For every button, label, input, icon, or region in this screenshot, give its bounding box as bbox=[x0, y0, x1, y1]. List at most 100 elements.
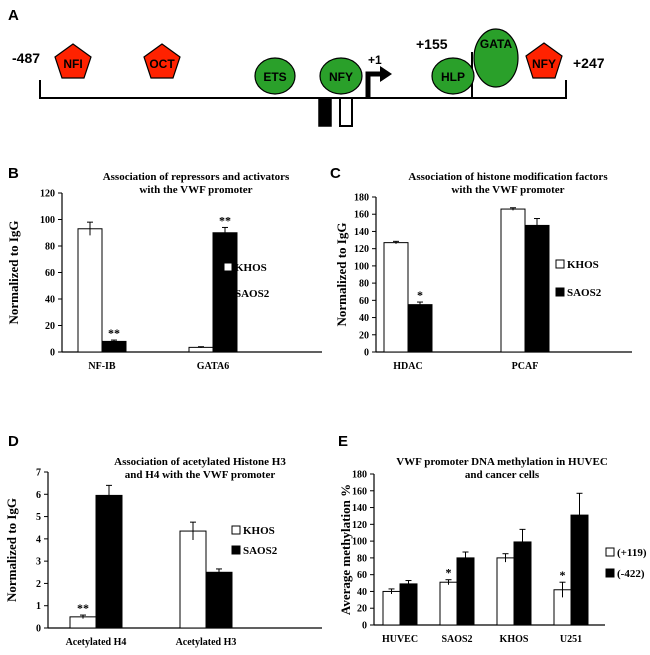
chart-c-y-tick-label: 0 bbox=[364, 348, 369, 359]
chart-d-y-tick-label: 6 bbox=[36, 490, 41, 501]
chart-e-legend-swatch bbox=[605, 568, 615, 578]
chart-d-y-tick-label: 5 bbox=[36, 512, 41, 523]
chart-b-y-tick-label: 20 bbox=[45, 321, 55, 332]
chart-b-title-line: Association of repressors and activators bbox=[103, 171, 290, 183]
chart-e-bar-119 bbox=[496, 557, 515, 626]
element-nfy-repressor: NFY bbox=[525, 42, 563, 79]
chart-c-title-line: Association of histone modification fact… bbox=[408, 171, 608, 183]
chart-e-y-tick-label: 0 bbox=[362, 621, 367, 632]
chart-panel-e: VWF promoter DNA methylation in HUVECand… bbox=[338, 456, 647, 645]
chart-d-y-tick-label: 7 bbox=[36, 468, 41, 479]
chart-e-title-line: and cancer cells bbox=[465, 469, 540, 481]
panel-e-letter: E bbox=[338, 433, 348, 450]
chart-d-y-tick-label: 0 bbox=[36, 624, 41, 635]
chart-d-category-label: Acetylated H4 bbox=[66, 637, 127, 648]
chart-c-title-line: with the VWF promoter bbox=[451, 184, 564, 196]
chart-b-significance-mark: ** bbox=[219, 213, 231, 227]
chart-e-y-tick-label: 40 bbox=[357, 587, 367, 598]
chart-e-category-label: KHOS bbox=[500, 634, 529, 645]
chart-b-legend-label: KHOS bbox=[235, 262, 267, 274]
element-ets: ETS bbox=[254, 57, 296, 95]
chart-e-legend-swatch bbox=[605, 547, 615, 557]
hlp-ellipse-shape bbox=[431, 57, 475, 95]
chart-c-bar-khos bbox=[383, 242, 409, 353]
tss-arrow-stem bbox=[365, 71, 380, 98]
chart-d-y-tick-label: 4 bbox=[36, 534, 41, 545]
chart-c-bar-saos2 bbox=[407, 304, 433, 353]
chart-c-y-tick-label: 120 bbox=[354, 244, 369, 255]
chart-c-legend-swatch bbox=[555, 287, 565, 297]
chart-c-y-tick-label: 160 bbox=[354, 210, 369, 221]
cpg-box-open bbox=[339, 97, 353, 127]
ets-ellipse-shape bbox=[254, 57, 296, 95]
nfi-label: NFI bbox=[63, 57, 82, 71]
chart-c-bar-khos bbox=[500, 208, 526, 353]
chart-d-legend-swatch bbox=[231, 525, 241, 535]
gata-label: GATA bbox=[480, 37, 513, 51]
chart-c-category-label: HDAC bbox=[393, 361, 422, 372]
chart-c-y-tick-label: 100 bbox=[354, 261, 369, 272]
chart-c-y-tick-label: 40 bbox=[359, 313, 369, 324]
nfi-pentagon-shape bbox=[54, 43, 92, 79]
gata-ellipse-shape bbox=[473, 28, 519, 88]
element-gata: GATA bbox=[473, 28, 519, 88]
chart-c-y-tick-label: 140 bbox=[354, 227, 369, 238]
chart-e-y-axis-label: Average methylation % bbox=[338, 484, 353, 615]
chart-c-category-label: PCAF bbox=[512, 361, 539, 372]
chart-d-bar-saos2 bbox=[95, 494, 123, 629]
nfy-ellipse-shape bbox=[319, 57, 363, 95]
chart-d-legend-swatch bbox=[231, 545, 241, 555]
chart-d-legend-label: KHOS bbox=[243, 525, 275, 537]
chart-e-y-tick-label: 140 bbox=[352, 503, 367, 514]
tss-arrow-head bbox=[380, 66, 392, 82]
chart-c-legend-label: KHOS bbox=[567, 259, 599, 271]
left-coordinate: -487 bbox=[12, 50, 40, 66]
chart-d-y-axis-label: Normalized to IgG bbox=[4, 498, 19, 602]
chart-panel-d: Association of acetylated Histone H3and … bbox=[4, 456, 322, 648]
chart-c-bar-saos2 bbox=[524, 224, 550, 353]
chart-d-y-tick-label: 1 bbox=[36, 601, 41, 612]
chart-b-legend-swatch bbox=[223, 262, 233, 272]
chart-e-bar-422 bbox=[399, 583, 418, 626]
chart-e-title-line: VWF promoter DNA methylation in HUVEC bbox=[396, 456, 608, 468]
chart-e-significance-mark: * bbox=[446, 566, 452, 580]
chart-b-y-tick-label: 40 bbox=[45, 295, 55, 306]
chart-b-bar-khos bbox=[77, 228, 103, 353]
chart-b-y-tick-label: 80 bbox=[45, 242, 55, 253]
chart-e-legend-label: (-422) bbox=[617, 568, 645, 580]
chart-e-y-tick-label: 120 bbox=[352, 520, 367, 531]
chart-b-y-tick-label: 0 bbox=[50, 348, 55, 359]
chart-d-title-line: Association of acetylated Histone H3 bbox=[114, 456, 286, 468]
chart-d-category-label: Acetylated H3 bbox=[176, 637, 237, 648]
chart-c-legend-label: SAOS2 bbox=[567, 287, 602, 299]
chart-e-bar-422 bbox=[513, 541, 532, 626]
chart-d-bar-saos2 bbox=[205, 571, 233, 629]
element-oct: OCT bbox=[143, 43, 181, 79]
chart-c-significance-mark: * bbox=[417, 288, 423, 302]
nfy-pentagon-shape bbox=[525, 42, 563, 79]
hlp-coordinate: +155 bbox=[416, 36, 448, 52]
chart-b-y-tick-label: 120 bbox=[40, 189, 55, 200]
chart-d-y-tick-label: 2 bbox=[36, 579, 41, 590]
chart-d-legend-label: SAOS2 bbox=[243, 545, 278, 557]
chart-b-y-axis-label: Normalized to IgG bbox=[6, 221, 21, 325]
panel-a-letter: A bbox=[8, 7, 19, 24]
chart-e-legend-label: (+119) bbox=[617, 547, 647, 559]
chart-c-y-tick-label: 180 bbox=[354, 193, 369, 204]
oct-label: OCT bbox=[149, 57, 175, 71]
chart-e-y-tick-label: 20 bbox=[357, 604, 367, 615]
element-nfi: NFI bbox=[54, 43, 92, 79]
panel-b-letter: B bbox=[8, 165, 19, 182]
nfy-activator-label: NFY bbox=[329, 70, 353, 84]
chart-b-bar-saos2 bbox=[101, 340, 127, 353]
chart-c-y-tick-label: 60 bbox=[359, 296, 369, 307]
chart-b-legend-swatch bbox=[223, 288, 233, 298]
cpg-box-filled bbox=[318, 97, 332, 127]
chart-e-y-tick-label: 180 bbox=[352, 470, 367, 481]
chart-panel-b: Association of repressors and activators… bbox=[6, 171, 322, 372]
panel-c-letter: C bbox=[330, 165, 341, 182]
chart-e-y-tick-label: 60 bbox=[357, 570, 367, 581]
chart-e-significance-mark: * bbox=[560, 568, 566, 582]
panel-d-letter: D bbox=[8, 433, 19, 450]
ets-label: ETS bbox=[263, 70, 286, 84]
